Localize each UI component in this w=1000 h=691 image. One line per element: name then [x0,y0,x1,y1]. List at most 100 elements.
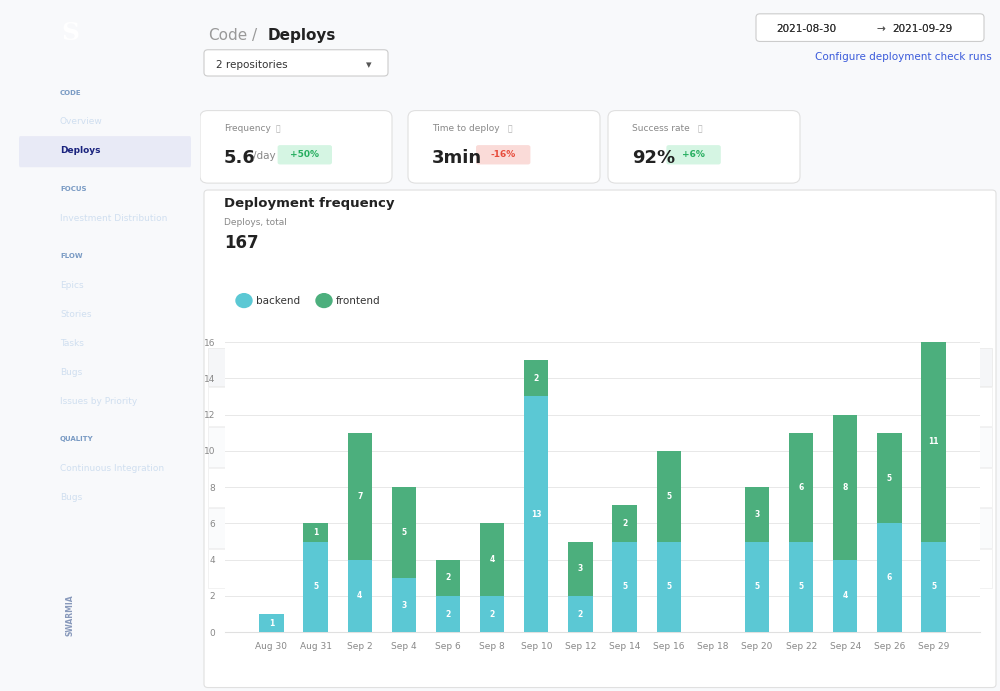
Text: Issues by Priority: Issues by Priority [60,397,137,406]
Bar [657,542,681,632]
Text: 2: 2 [445,574,451,583]
Bar [480,596,504,632]
Text: 5: 5 [931,583,936,591]
Text: 1290058cebc68312df...: 1290058cebc68312df... [288,483,395,492]
Text: Overview: Overview [60,117,103,126]
Text: 3: 3 [754,510,760,519]
Text: /day: /day [253,151,275,160]
FancyBboxPatch shape [208,508,992,547]
Text: 2: 2 [578,609,583,618]
Bar [568,542,593,596]
Text: 319dcaa7012410833: 319dcaa7012410833 [288,564,384,573]
Bar [833,415,857,560]
Text: 5.6: 5.6 [224,149,256,167]
Text: 1: 1 [269,618,274,627]
Text: 92%: 92% [632,149,675,167]
Bar [877,433,902,524]
Text: 4: 4 [490,555,495,565]
Text: 6min: 6min [624,564,647,573]
Text: 2: 2 [445,609,451,618]
Text: Code: Code [208,28,247,43]
Bar [921,342,946,542]
Bar [921,542,946,632]
Text: FLOW: FLOW [60,253,83,259]
Text: 5: 5 [666,583,671,591]
Text: ⓘ: ⓘ [275,124,280,133]
Text: 4: 4 [357,591,362,600]
Text: 2021-08-30: 2021-08-30 [776,24,836,34]
Text: backend: backend [256,296,300,305]
Text: SWARMIA: SWARMIA [66,594,74,636]
Text: 2021-08-30: 2021-08-30 [776,24,836,34]
Text: frontend: frontend [472,442,511,451]
Bar [303,524,328,542]
Text: 41s: 41s [624,483,640,492]
Text: frontend: frontend [472,402,511,411]
Text: 2021-09-29: 2021-09-29 [892,24,952,34]
Text: 5: 5 [401,528,406,537]
Text: Deploys: Deploys [268,28,336,43]
FancyBboxPatch shape [208,549,992,588]
Bar [524,397,548,632]
Text: ✓: ✓ [224,483,232,492]
Text: ✓: ✓ [224,523,232,532]
Bar [612,542,637,632]
Bar [392,487,416,578]
Bar [348,560,372,632]
Text: backend: backend [472,564,510,573]
Text: 1: 1 [313,528,318,537]
Text: frontend: frontend [336,296,381,305]
Text: →: → [876,24,885,34]
Bar [657,451,681,542]
Text: 7: 7 [357,492,362,501]
Text: Tasks: Tasks [60,339,84,348]
Text: Deploys, total: Deploys, total [224,218,287,227]
Text: 43s: 43s [624,442,640,451]
Bar [436,596,460,632]
Text: 5: 5 [754,583,760,591]
Text: Time to deploy: Time to deploy [432,124,500,133]
Bar [524,360,548,397]
Text: 3min: 3min [432,149,482,167]
Bar [480,524,504,596]
FancyBboxPatch shape [204,190,996,688]
Text: backend: backend [472,523,510,532]
Text: 5: 5 [887,473,892,482]
Text: Wed 29th Sep 2021, 08:44: Wed 29th Sep 2021, 08:44 [728,442,848,451]
Text: 5: 5 [313,583,318,591]
Text: 4: 4 [843,591,848,600]
Bar [745,487,769,542]
FancyBboxPatch shape [19,136,191,167]
Text: ✓: ✓ [224,442,232,451]
Text: Status: Status [224,361,257,370]
Text: 5: 5 [666,492,671,501]
Bar [348,433,372,560]
FancyBboxPatch shape [200,111,392,183]
Circle shape [316,294,332,307]
Text: Continuous Integration: Continuous Integration [60,464,164,473]
Text: Bugs: Bugs [60,368,82,377]
Bar [568,596,593,632]
Text: Stories: Stories [60,310,92,319]
Text: S: S [61,21,79,45]
FancyBboxPatch shape [608,111,800,183]
Text: 6: 6 [887,574,892,583]
Bar [259,614,284,632]
Text: ⓘ: ⓘ [507,124,512,133]
FancyBboxPatch shape [408,111,600,183]
FancyBboxPatch shape [204,50,388,76]
Bar [612,505,637,542]
FancyBboxPatch shape [208,468,992,507]
Text: Deploys: Deploys [60,146,100,155]
FancyBboxPatch shape [756,14,984,41]
Text: Time to deploy: Time to deploy [624,361,700,370]
Text: ▾: ▾ [366,60,372,70]
Text: 5: 5 [799,583,804,591]
Text: Deployment frequency: Deployment frequency [224,197,394,210]
Text: 6min: 6min [624,523,647,532]
FancyBboxPatch shape [666,145,721,164]
Text: Tue 28th Sep 2021, 16:44: Tue 28th Sep 2021, 16:44 [728,523,844,532]
Text: 2 repositories: 2 repositories [216,60,288,70]
Text: 3: 3 [578,565,583,574]
Text: frontend: frontend [472,483,511,492]
